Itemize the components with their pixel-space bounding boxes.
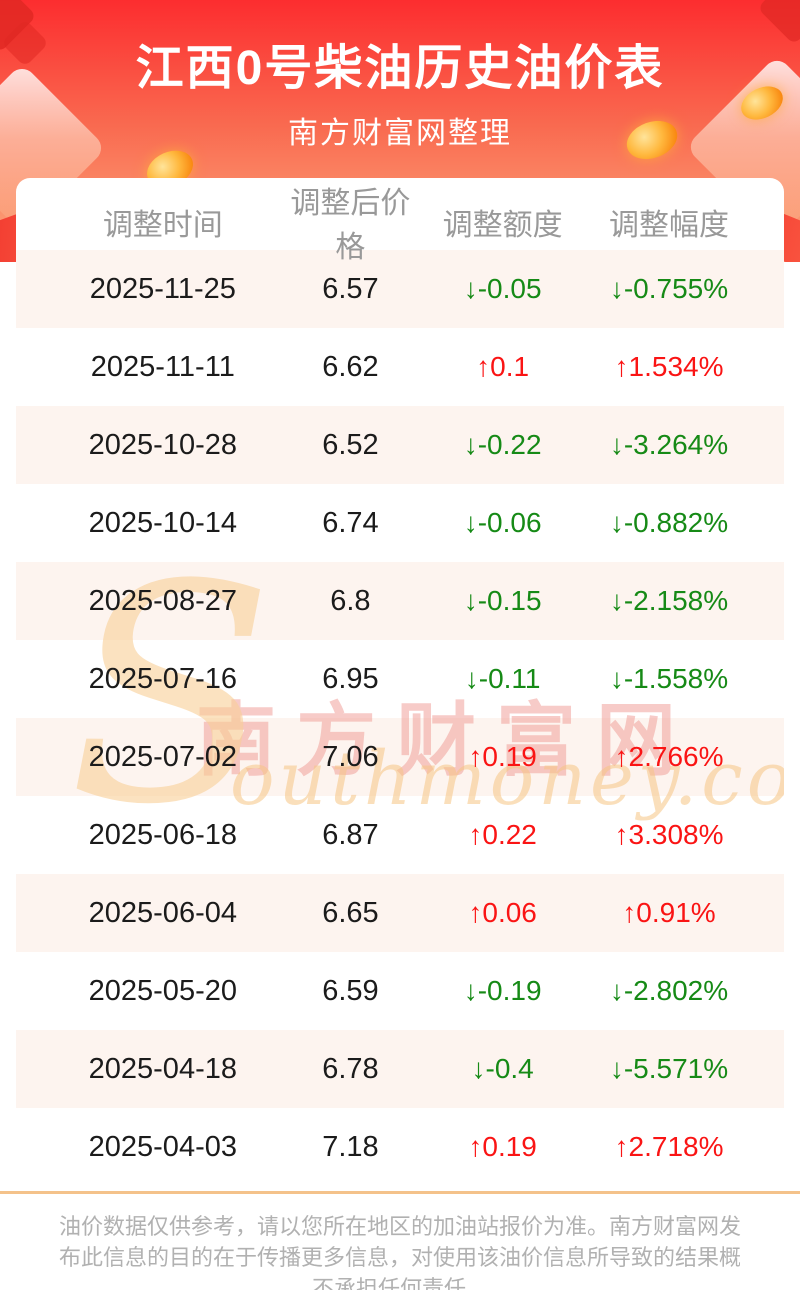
adjust-amount: ↓-0.19 (463, 975, 542, 1006)
adjust-percent: ↓-0.755% (609, 273, 729, 304)
table-row: 2025-08-27 6.8 ↓-0.15 ↓-2.158% (16, 562, 784, 640)
adjusted-price: 6.57 (322, 272, 379, 305)
disclaimer-text: 油价数据仅供参考，请以您所在地区的加油站报价为准。南方财富网发布此信息的目的在于… (58, 1214, 741, 1290)
adjust-percent: ↓-2.802% (609, 975, 729, 1006)
table-row: 2025-04-03 7.18 ↑0.19 ↑2.718% (16, 1108, 784, 1186)
adjust-amount: ↑0.22 (468, 819, 537, 850)
column-header-time: 调整时间 (102, 209, 223, 242)
adjusted-price: 6.65 (322, 896, 379, 929)
page-footer: 油价数据仅供参考，请以您所在地区的加油站报价为准。南方财富网发布此信息的目的在于… (0, 1191, 800, 1290)
adjusted-price: 6.95 (322, 662, 379, 695)
table-row: 2025-07-16 6.95 ↓-0.11 ↓-1.558% (16, 640, 784, 718)
adjust-amount: ↓-0.11 (464, 663, 541, 694)
adjust-amount: ↑0.1 (476, 351, 530, 382)
column-header-price: 调整后价格 (290, 187, 411, 264)
page-subtitle: 南方财富网整理 (288, 117, 512, 150)
adjust-amount: ↓-0.4 (471, 1053, 534, 1084)
adjust-percent: ↑2.766% (614, 741, 724, 772)
adjust-date: 2025-06-18 (88, 818, 237, 851)
adjusted-price: 6.62 (322, 350, 379, 383)
table-row: 2025-11-25 6.57 ↓-0.05 ↓-0.755% (16, 250, 784, 328)
table-row: 2025-05-20 6.59 ↓-0.19 ↓-2.802% (16, 952, 784, 1030)
page-title: 江西0号柴油历史油价表 (135, 42, 665, 95)
adjust-date: 2025-07-16 (88, 662, 237, 695)
adjust-percent: ↑3.308% (614, 819, 724, 850)
adjust-amount: ↓-0.05 (463, 273, 542, 304)
table-row: 2025-10-14 6.74 ↓-0.06 ↓-0.882% (16, 484, 784, 562)
adjust-amount: ↑0.06 (468, 897, 537, 928)
table-row: 2025-07-02 7.06 ↑0.19 ↑2.766% (16, 718, 784, 796)
adjust-amount: ↑0.19 (468, 1131, 537, 1162)
adjusted-price: 6.74 (322, 506, 379, 539)
adjusted-price: 6.8 (330, 584, 371, 617)
adjust-amount: ↓-0.22 (463, 429, 542, 460)
adjust-date: 2025-10-14 (88, 506, 237, 539)
table-row: 2025-04-18 6.78 ↓-0.4 ↓-5.571% (16, 1030, 784, 1108)
adjusted-price: 7.06 (322, 740, 379, 773)
adjust-amount: ↓-0.15 (463, 585, 542, 616)
adjust-amount: ↓-0.06 (463, 507, 542, 538)
adjust-percent: ↑1.534% (614, 351, 724, 382)
adjusted-price: 6.52 (322, 428, 379, 461)
adjust-date: 2025-08-27 (88, 584, 237, 617)
adjusted-price: 7.18 (322, 1130, 379, 1163)
adjust-percent: ↑2.718% (614, 1131, 724, 1162)
adjust-date: 2025-05-20 (88, 974, 237, 1007)
table-row: 2025-11-11 6.62 ↑0.1 ↑1.534% (16, 328, 784, 406)
adjust-percent: ↓-5.571% (609, 1053, 729, 1084)
adjusted-price: 6.78 (322, 1052, 379, 1085)
adjust-percent: ↓-0.882% (609, 507, 729, 538)
price-table-card: 调整时间 调整后价格 调整额度 调整幅度 2025-11-25 6.57 ↓-0… (16, 178, 784, 1186)
adjust-amount: ↑0.19 (468, 741, 537, 772)
table-row: 2025-06-04 6.65 ↑0.06 ↑0.91% (16, 874, 784, 952)
adjust-percent: ↑0.91% (622, 897, 716, 928)
column-header-amount: 调整额度 (442, 209, 563, 242)
adjust-percent: ↓-3.264% (609, 429, 729, 460)
table-row: 2025-06-18 6.87 ↑0.22 ↑3.308% (16, 796, 784, 874)
adjust-date: 2025-11-11 (90, 350, 235, 383)
adjust-date: 2025-10-28 (88, 428, 237, 461)
column-header-range: 调整幅度 (609, 209, 729, 242)
adjusted-price: 6.87 (322, 818, 379, 851)
adjust-date: 2025-07-02 (88, 740, 237, 773)
adjusted-price: 6.59 (322, 974, 379, 1007)
adjust-date: 2025-04-18 (88, 1052, 237, 1085)
adjust-percent: ↓-1.558% (609, 663, 729, 694)
table-row: 2025-10-28 6.52 ↓-0.22 ↓-3.264% (16, 406, 784, 484)
adjust-date: 2025-06-04 (88, 896, 237, 929)
adjust-date: 2025-11-25 (89, 272, 236, 305)
table-header-row: 调整时间 调整后价格 调整额度 调整幅度 (16, 178, 784, 264)
adjust-date: 2025-04-03 (88, 1130, 237, 1163)
table-body: 2025-11-25 6.57 ↓-0.05 ↓-0.755% 2025-11-… (16, 250, 784, 1186)
footer-divider (0, 1191, 800, 1194)
adjust-percent: ↓-2.158% (609, 585, 729, 616)
